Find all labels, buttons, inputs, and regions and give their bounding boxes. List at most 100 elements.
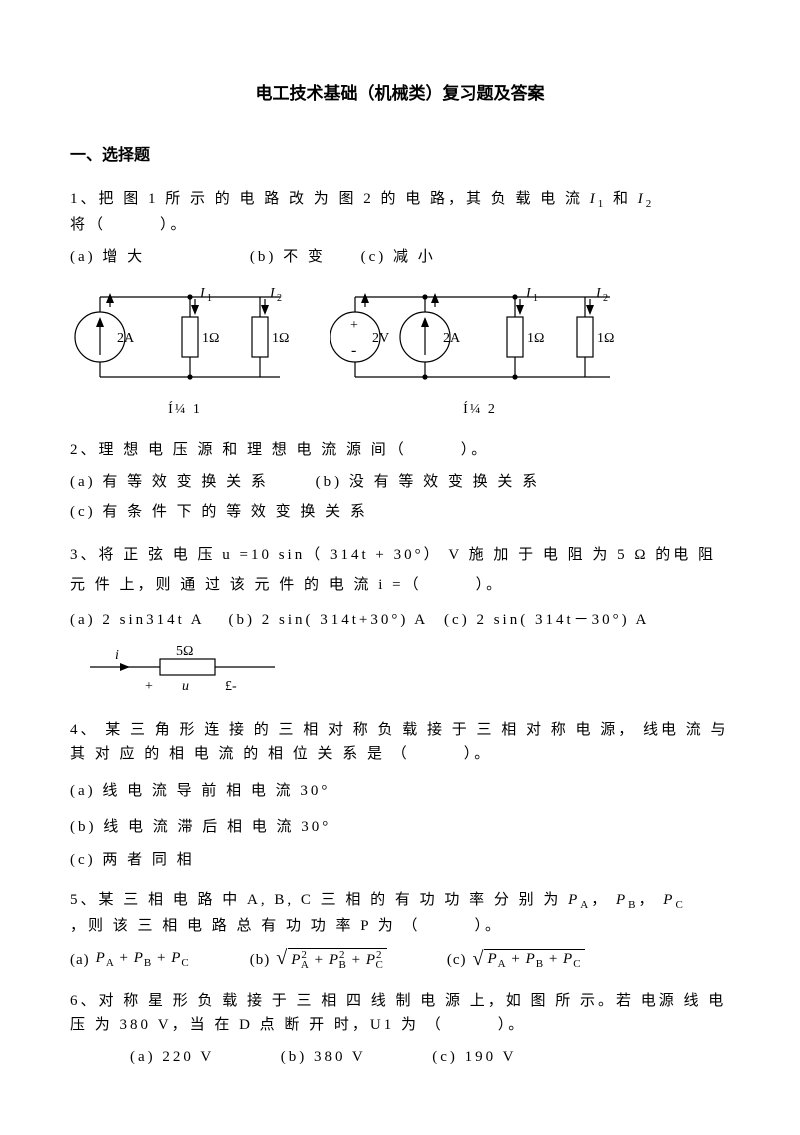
q3-fig-r: 5Ω [176,644,193,659]
fig1-I1: I [199,286,206,301]
q5c-B: B [536,958,544,970]
q5b-p2: + [347,952,366,968]
q5a-P1: P [96,950,106,966]
q1-I2sub: 2 [646,198,655,210]
q5c-P1: P [487,951,497,967]
page-title: 电工技术基础（机械类）复习题及答案 [70,80,730,107]
q5a-P3: P [171,950,181,966]
q5-PCs: C [675,899,685,911]
q1-opt-b: (b) 不 变 [250,249,326,265]
circuit-fig2: + - [330,277,630,397]
fig2-r2: 1Ω [597,331,614,346]
q4-text: 4、 某 三 角 形 连 接 的 三 相 对 称 负 载 接 于 三 相 对 称… [70,718,730,766]
q1-part-b: 将（ ）。 [70,217,189,233]
q5-PBs: B [628,899,638,911]
q2-text: 2、理 想 电 压 源 和 理 想 电 流 源 间（ ）。 [70,438,730,462]
q6-optb: (b) 380 V [281,1049,366,1065]
q5-PC: P [663,892,675,908]
q6-opts: (a) 220 V (b) 380 V (c) 190 V [70,1045,730,1069]
q5b-A: A [301,959,310,971]
fig1-I2: I [269,286,276,301]
q5a-P2: P [134,950,144,966]
q5-options: (a) PA + PB + PC (b) √ P2A + P2B + P2C (… [70,946,730,973]
q1-I1sub: 1 [598,198,607,210]
q5a-p1: + [115,950,134,966]
q6-optc: (c) 190 V [432,1049,516,1065]
q3-fig-i: i [115,648,119,663]
q3-opta: (a) 2 sin314t A [70,612,204,628]
q1-I1: I [590,191,598,207]
q5c-p1: + [507,951,526,967]
svg-text:-: - [351,342,356,359]
q1-I2: I [638,191,646,207]
q3-figure: i 5Ω + u £- [70,642,730,702]
q5c-C: C [573,958,581,970]
q5c-p2: + [544,951,563,967]
q1-text: 1、把 图 1 所 示 的 电 路 改 为 图 2 的 电 路，其 负 载 电 … [70,187,730,238]
resistor-diagram: i 5Ω + u £- [70,642,290,702]
q5b-p1: + [310,952,329,968]
q3-optc: (c) 2 sin( 314t－30°) A [444,612,649,628]
q4-opta: (a) 线 电 流 导 前 相 电 流 30° [70,776,730,806]
q1-and: 和 [606,191,638,207]
fig2-I2: I [595,286,602,301]
fig1-I2s: 2 [277,293,282,304]
fig2-label: Í¼ 2 [330,399,630,421]
q5-PB: P [616,892,628,908]
fig1-I1s: 1 [207,293,212,304]
q5b-B: B [339,959,347,971]
q2-opta: (a) 有 等 效 变 换 关 系 [70,474,269,490]
q5-opta: (a) PA + PB + PC [70,946,190,973]
q5a-p2: + [152,950,171,966]
q5-PA: P [568,892,580,908]
q1-figures: 2A 1Ω 1Ω I 1 I 2 Í¼ 1 + - [70,277,730,421]
q3-fig-plus: + [145,679,153,694]
fig2-I1s: 1 [533,293,538,304]
q5b-C: C [375,959,383,971]
q5c-P3: P [563,951,573,967]
q5b-P1: P [291,952,301,968]
q3-body: 3、将 正 弦 电 压 u =10 sin（ 314t + 30°） V 施 加… [70,547,716,593]
q6-opta: (a) 220 V [130,1049,214,1065]
q5-c1: ， [591,892,616,908]
q5-optc-lead: (c) [447,948,467,972]
q5c-P2: P [526,951,536,967]
q5c-A: A [498,958,507,970]
q5b-P2: P [329,952,339,968]
q3-fig-minus: £- [225,679,237,694]
q1-opt-c: (c) 减 小 [361,249,436,265]
fig2-I2s: 2 [603,293,608,304]
q1-fig1: 2A 1Ω 1Ω I 1 I 2 Í¼ 1 [70,277,300,421]
fig1-2A: 2A [117,331,135,346]
q5-a: 5、某 三 相 电 路 中 A, B, C 三 相 的 有 功 功 率 分 别 … [70,892,568,908]
q5-c2: ， [639,892,664,908]
q2-optb: (b) 没 有 等 效 变 换 关 系 [316,474,541,490]
q2-optc: (c) 有 条 件 下 的 等 效 变 换 关 系 [70,500,730,524]
fig2-2A: 2A [443,331,461,346]
fig2-2V: 2V [372,331,389,346]
section-header: 一、选择题 [70,143,730,169]
q5a-A: A [106,957,115,969]
fig1-label: Í¼ 1 [70,399,300,421]
q5-PAs: A [580,899,591,911]
q4-optc: (c) 两 者 同 相 [70,848,730,872]
q3-optb: (b) 2 sin( 314t+30°) A [229,612,428,628]
fig2-r1: 1Ω [527,331,544,346]
fig2-I1: I [525,286,532,301]
q1-options: (a) 增 大 (b) 不 变 (c) 减 小 [70,245,730,269]
q2-opts-ab: (a) 有 等 效 变 换 关 系 (b) 没 有 等 效 变 换 关 系 [70,470,730,494]
q4-optb: (b) 线 电 流 滞 后 相 电 流 30° [70,812,730,842]
q5a-C: C [181,957,189,969]
q5-opta-lead: (a) [70,948,90,972]
q1-fig2: + - [330,277,630,421]
fig1-r2: 1Ω [272,331,289,346]
q3-text: 3、将 正 弦 电 压 u =10 sin（ 314t + 30°） V 施 加… [70,540,730,600]
q5-b: ，则 该 三 相 电 路 总 有 功 功 率 P 为 （ ）。 [70,918,503,934]
q3-fig-u: u [182,679,189,694]
q5-optc: (c) √ PA + PB + PC [447,948,585,972]
q5-text: 5、某 三 相 电 路 中 A, B, C 三 相 的 有 功 功 率 分 别 … [70,888,730,939]
q1-opt-a: (a) 增 大 [70,249,145,265]
q3-opts: (a) 2 sin314t A (b) 2 sin( 314t+30°) A (… [70,608,730,632]
q5-optb: (b) √ P2A + P2B + P2C [250,948,387,972]
fig1-r1: 1Ω [202,331,219,346]
